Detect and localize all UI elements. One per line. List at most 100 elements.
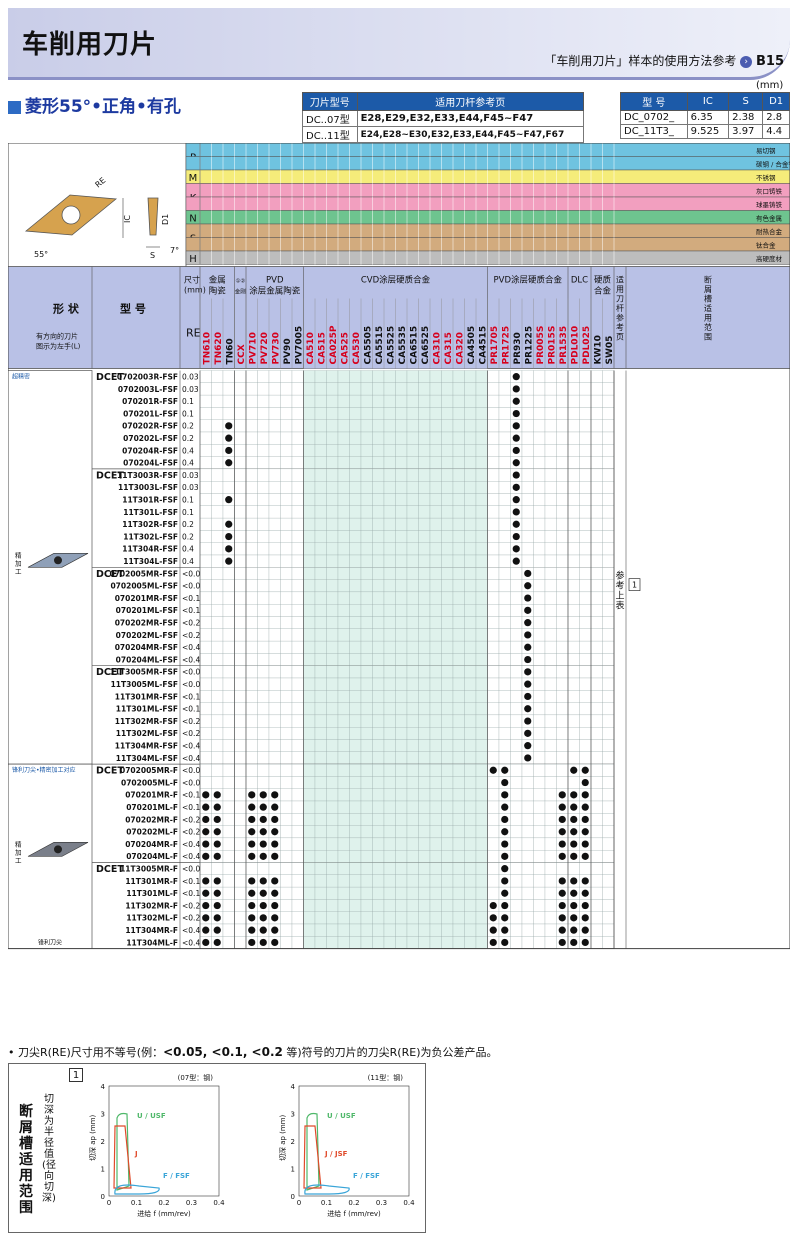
dot-PV710 (248, 791, 256, 799)
grade-cell (418, 567, 431, 580)
insert-code: 11T3003R-FSF (117, 471, 178, 480)
grade-cell (268, 530, 281, 543)
grade-cell (383, 456, 396, 470)
grade-cell (303, 517, 316, 531)
grade-cell (280, 886, 293, 900)
grade-cell (464, 456, 477, 470)
grade-cell (441, 899, 454, 912)
grade-cell (280, 382, 293, 396)
grade-cell (349, 702, 362, 716)
grade-cell (544, 517, 557, 531)
grade-cell (199, 677, 212, 691)
grade-cell (464, 763, 477, 777)
grade-cell (314, 690, 327, 703)
material-label: 耐热合金 (756, 227, 783, 236)
grade-cell (303, 776, 316, 789)
grade-cell (291, 517, 304, 531)
chipbreaker-header: 范 (704, 322, 712, 332)
grade-cell (533, 481, 546, 494)
grade-cell (395, 382, 408, 396)
holder-ref-header: 杆 (616, 303, 624, 313)
grade-cell (441, 763, 454, 777)
grade-cell (349, 468, 362, 482)
grade-cell (602, 542, 615, 556)
grade-cell (521, 382, 534, 396)
grade-cell (498, 677, 511, 691)
re-value: 0.2 (182, 520, 194, 529)
grade-cell (544, 579, 557, 593)
grade-cell (234, 444, 247, 457)
grade-cell (234, 370, 247, 383)
grade-cell (590, 616, 603, 629)
grade-cell (441, 911, 454, 925)
x-tick-label: 0 (297, 1199, 301, 1207)
grade-cell (533, 505, 546, 519)
grade-cell (199, 776, 212, 789)
y-tick-label: 3 (291, 1111, 295, 1119)
grade-cell (487, 517, 500, 531)
group-header: 涂层金属陶瓷 (249, 286, 301, 297)
j-region (113, 1125, 132, 1189)
dot-PDL025 (581, 840, 589, 848)
grade-cell (602, 886, 615, 900)
grade-cell (257, 554, 270, 568)
grade-cell (544, 665, 557, 679)
grade-cell (418, 714, 431, 728)
grade-cell (441, 936, 454, 949)
grade-cell (487, 788, 500, 802)
grade-cell (234, 665, 247, 679)
grade-cell (464, 407, 477, 420)
type-prefix: DCET (96, 766, 124, 777)
dot-PDL010 (570, 840, 578, 848)
grade-cell (441, 370, 454, 383)
grade-cell (268, 665, 281, 679)
dim-cell: 3.97 (728, 124, 764, 139)
unit-label: (mm) (756, 80, 784, 91)
grade-cell (590, 370, 603, 383)
grade-cell (211, 727, 224, 740)
grade-cell (245, 690, 258, 703)
grade-cell (567, 542, 580, 556)
grade-cell (567, 677, 580, 691)
insert-code: 070204R-FSF (122, 446, 178, 455)
grade-cell (268, 382, 281, 396)
grade-cell (199, 751, 212, 765)
grade-cell (590, 702, 603, 716)
reference-link[interactable]: 「车削用刀片」样本的使用方法参考 › B15 (544, 52, 784, 69)
grade-cell (487, 567, 500, 580)
grade-cell (234, 751, 247, 765)
re-value: 0.03 (182, 483, 199, 492)
grade-cell (406, 591, 419, 605)
grade-cell (337, 542, 350, 556)
grade-cell (429, 923, 442, 937)
grade-cell (429, 505, 442, 519)
dot-TN610 (202, 852, 210, 860)
grade-cell (314, 554, 327, 568)
dot-PR1535 (558, 926, 566, 934)
dot-PV730 (271, 877, 279, 885)
grade-name-PR930: PR930 (513, 332, 523, 364)
grade-cell (280, 825, 293, 839)
f-fsf-region (114, 1184, 160, 1195)
grade-cell (452, 936, 465, 949)
dot-PR1225 (524, 668, 532, 676)
grade-cell (291, 763, 304, 777)
grade-cell (510, 640, 523, 654)
grade-cell (406, 530, 419, 543)
grade-cell (280, 923, 293, 937)
dot-PV730 (271, 914, 279, 922)
grade-cell (487, 850, 500, 863)
grade-cell (337, 468, 350, 482)
grade-cell (441, 813, 454, 826)
grade-cell (303, 874, 316, 888)
grade-cell (360, 653, 373, 666)
grade-cell (418, 751, 431, 765)
material-row-K (185, 196, 790, 211)
grade-cell (475, 653, 488, 666)
x-axis-label: 进给 f (mm/rev) (137, 1209, 191, 1218)
grade-cell (395, 616, 408, 629)
grade-cell (510, 923, 523, 937)
grade-cell (579, 579, 592, 593)
grade-cell (372, 370, 385, 383)
